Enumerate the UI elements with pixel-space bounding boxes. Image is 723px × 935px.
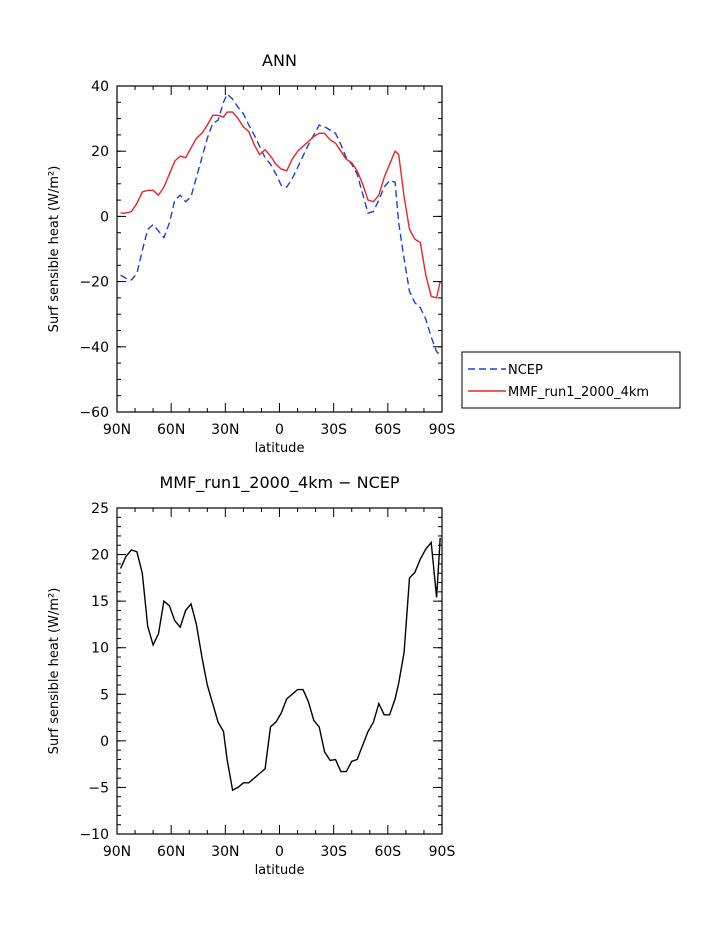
y-tick-label: −10: [79, 827, 109, 843]
chart-panel-2: MMF_run1_2000_4km − NCEP 90N 60N 30N 0 30S 60S…: [47, 473, 455, 878]
y-tick-label: −40: [79, 340, 109, 356]
x-tick-label: 60S: [374, 422, 401, 438]
legend-entry: NCEP: [508, 363, 543, 378]
y-tick-label: 20: [91, 144, 109, 160]
plot-frame: [116, 507, 443, 835]
y-tick-label: 40: [91, 79, 109, 95]
y-tick-label: −60: [79, 405, 109, 421]
y-tick-label: 20: [91, 548, 109, 564]
plot-frame: [116, 85, 443, 413]
series-line-ncep: [120, 93, 441, 356]
x-axis-label: latitude: [255, 863, 305, 878]
y-tick-label: −5: [88, 780, 109, 796]
x-tick-label: 60N: [157, 844, 185, 860]
x-tick-label: 30N: [211, 422, 239, 438]
chart-title: MMF_run1_2000_4km − NCEP: [159, 473, 399, 493]
x-tick-label: 90S: [429, 844, 456, 860]
x-tick-label: 30S: [320, 844, 347, 860]
series-line-1: [119, 537, 441, 792]
legend-box: [461, 351, 681, 409]
y-axis-label: Surf sensible heat (W/m²): [47, 166, 62, 333]
x-tick-label: 30N: [211, 844, 239, 860]
x-tick-label: 90S: [429, 422, 456, 438]
x-axis-label: latitude: [255, 441, 305, 456]
y-tick-label: 15: [91, 594, 109, 610]
y-tick-label: 10: [91, 641, 109, 657]
chart-title: ANN: [262, 51, 297, 70]
legend: NCEP MMF_run1_2000_4km: [461, 351, 681, 409]
y-axis-label: Surf sensible heat (W/m²): [47, 588, 62, 755]
x-tick-label: 30S: [320, 422, 347, 438]
series-line-mmf-run1-2000-4km: [120, 111, 441, 299]
y-tick-label: 0: [100, 209, 109, 225]
chart-panel-1: ANN 90N 60N 30N 0 30S 60S 90S 40 20 0 −20 −40 −60 lati…: [47, 51, 681, 456]
x-tick-label: 60S: [374, 844, 401, 860]
x-tick-label: 0: [275, 422, 284, 438]
y-tick-label: 25: [91, 501, 109, 517]
x-tick-label: 0: [275, 844, 284, 860]
y-tick-label: 0: [100, 734, 109, 750]
x-tick-label: 90N: [103, 844, 131, 860]
y-tick-label: −20: [79, 275, 109, 291]
legend-entry: MMF_run1_2000_4km: [508, 385, 649, 400]
x-tick-label: 90N: [103, 422, 131, 438]
x-tick-label: 60N: [157, 422, 185, 438]
y-tick-label: 5: [100, 687, 109, 703]
